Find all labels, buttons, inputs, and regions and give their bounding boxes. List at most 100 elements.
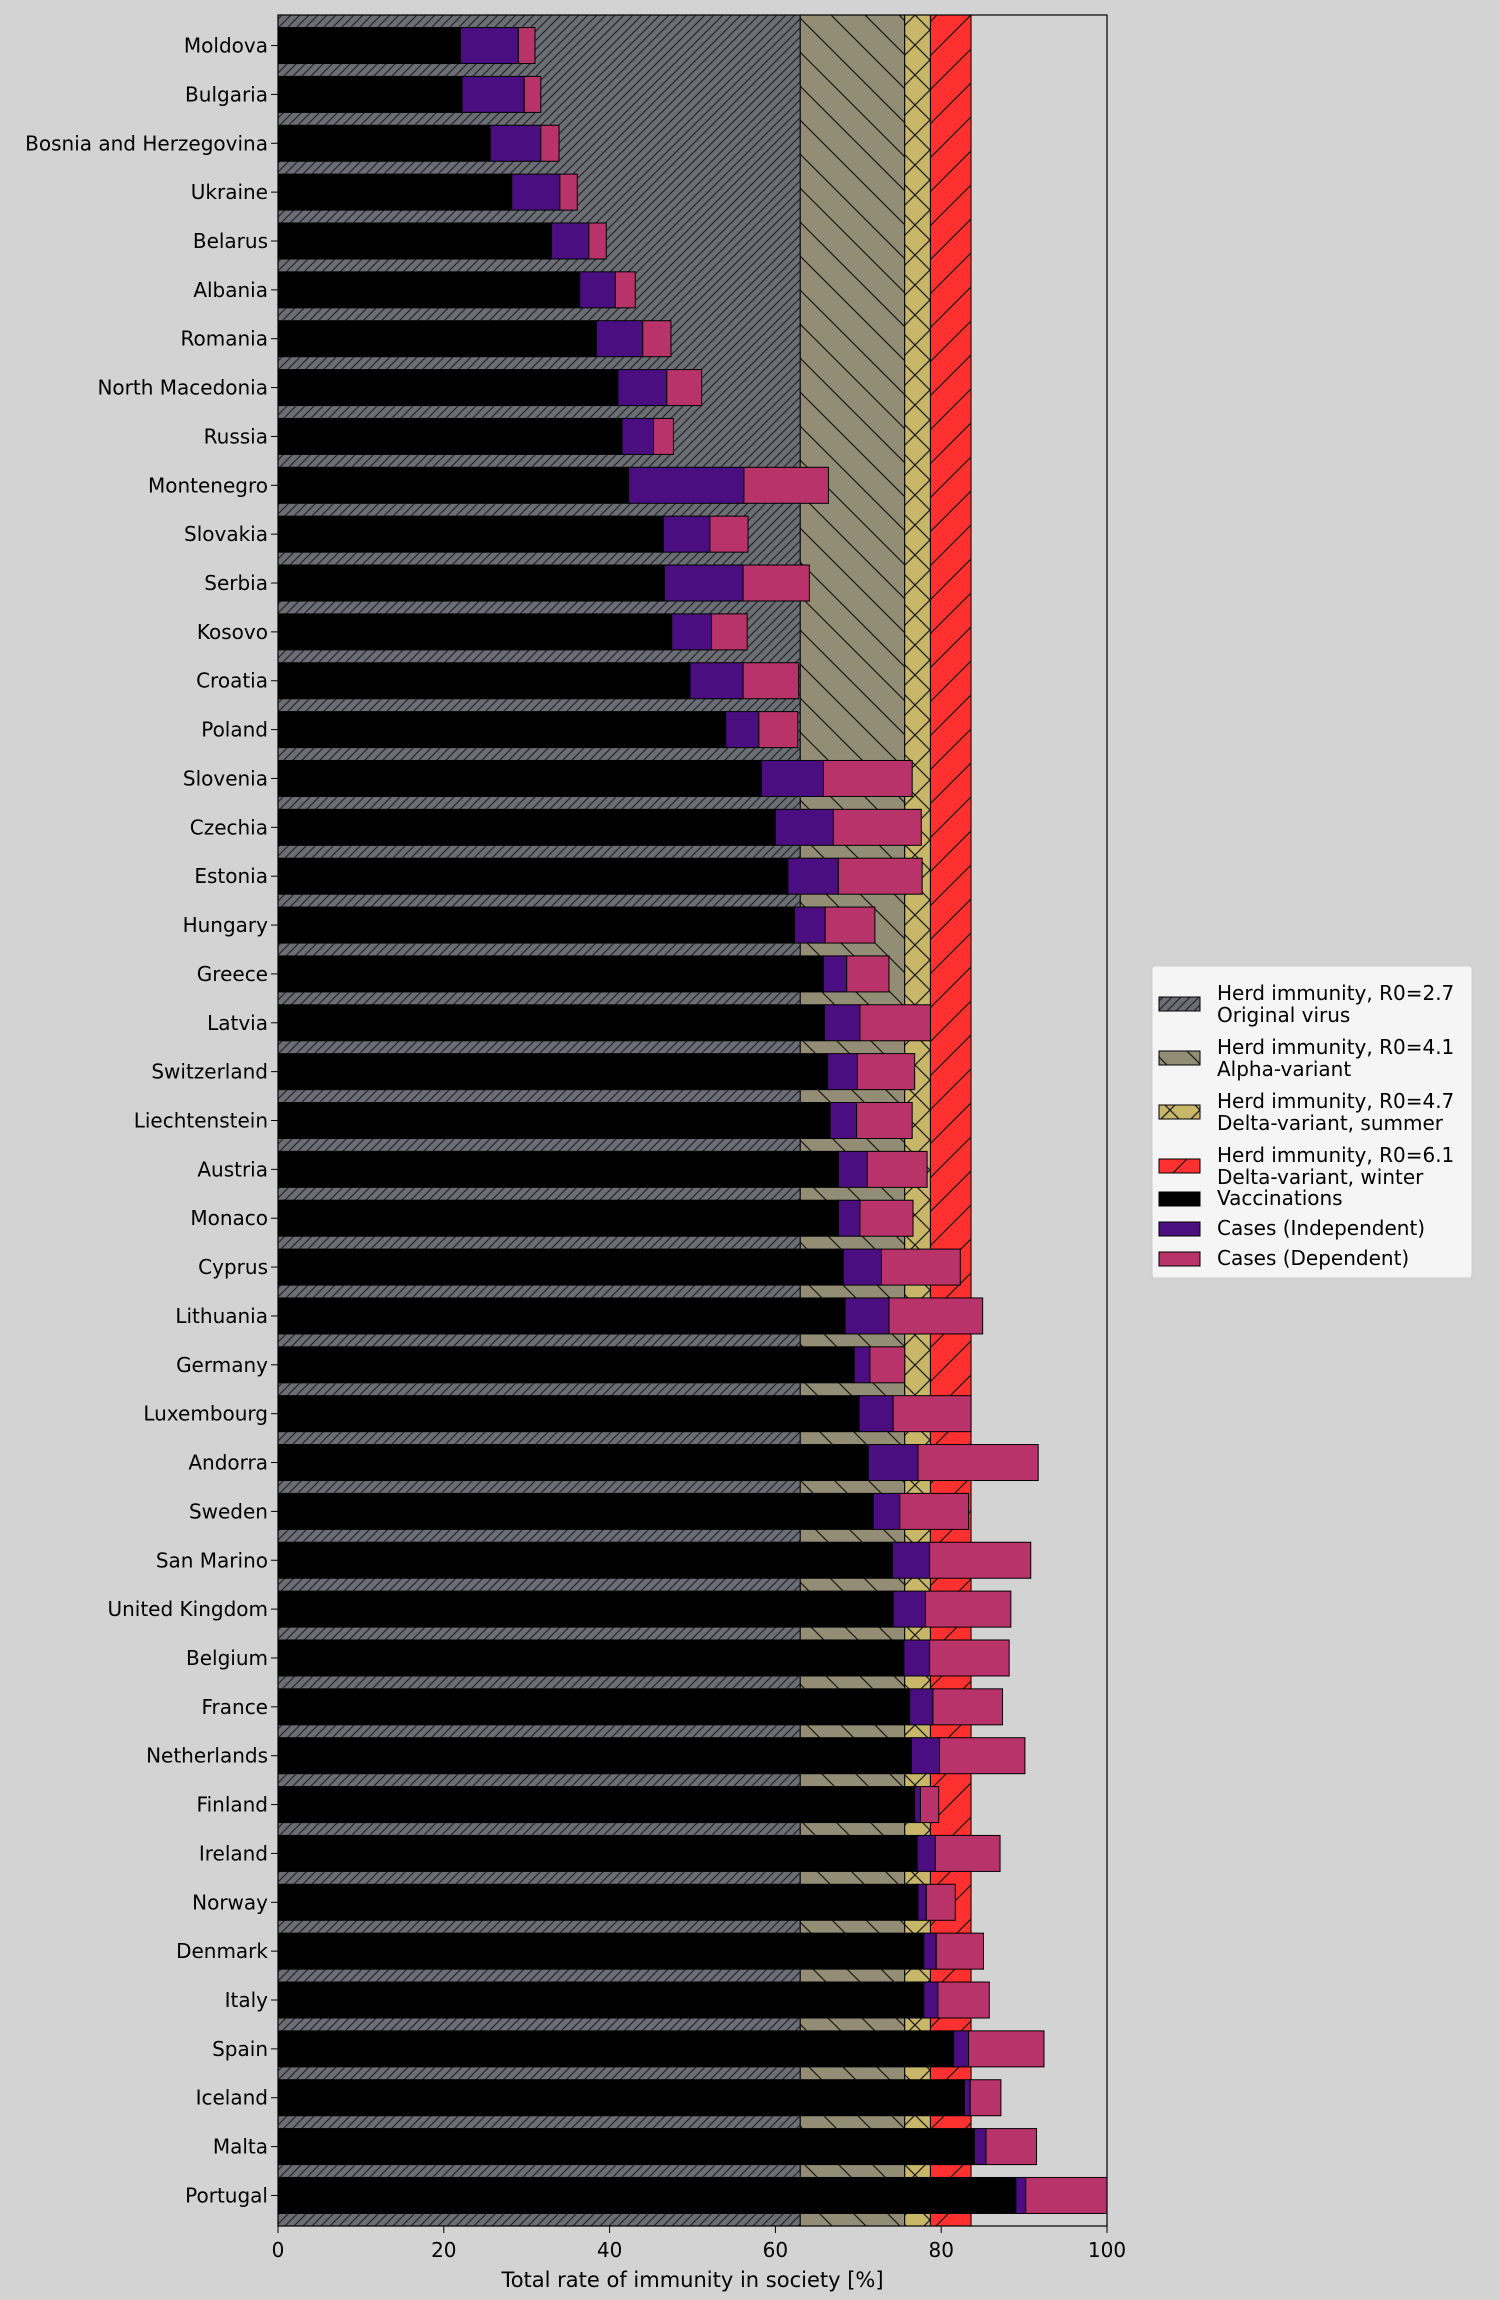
bar-segment bbox=[511, 173, 561, 211]
bar-segment bbox=[963, 2079, 971, 2117]
bar-segment bbox=[903, 1639, 931, 1677]
y-tick-label: Slovakia bbox=[184, 522, 268, 546]
y-tick-label: Spain bbox=[212, 2037, 268, 2061]
bar-segment bbox=[662, 515, 711, 553]
bar-segment bbox=[881, 1248, 961, 1286]
bar-segment bbox=[856, 1102, 913, 1139]
bar-segment bbox=[923, 1981, 939, 2019]
y-tick-label: Belgium bbox=[186, 1646, 268, 1670]
bar-segment bbox=[277, 1248, 844, 1286]
bar-segment bbox=[551, 222, 590, 260]
y-tick-label: Norway bbox=[192, 1890, 268, 1914]
y-tick-label: Monaco bbox=[190, 1206, 268, 1230]
y-tick-label: Liechtenstein bbox=[134, 1109, 268, 1133]
bar-segment bbox=[277, 1981, 925, 2019]
bar-segment bbox=[277, 1492, 874, 1530]
bar-segment bbox=[824, 906, 876, 944]
bar-segment bbox=[867, 1444, 919, 1482]
y-tick-label: Croatia bbox=[196, 669, 268, 693]
y-tick-label: Denmark bbox=[176, 1939, 268, 1963]
bar-segment bbox=[837, 1150, 868, 1188]
y-tick-label: Russia bbox=[204, 424, 268, 448]
bar-segment bbox=[937, 1981, 990, 2019]
bar-segment bbox=[842, 1248, 883, 1286]
bar-segment bbox=[709, 515, 749, 553]
y-tick-label: Moldova bbox=[184, 34, 268, 58]
bar-segment bbox=[277, 1395, 860, 1433]
bar-segment bbox=[891, 1541, 931, 1579]
bar-segment bbox=[277, 27, 461, 65]
y-tick-label: Kosovo bbox=[197, 620, 268, 644]
bar-segment bbox=[277, 75, 463, 113]
bar-segment bbox=[929, 1639, 1010, 1677]
bar-segment bbox=[774, 808, 834, 846]
bar-segment bbox=[925, 1883, 956, 1921]
bar-segment bbox=[277, 271, 581, 309]
bar-segment bbox=[932, 1688, 1004, 1726]
y-tick-label: Estonia bbox=[194, 864, 268, 888]
bar-segment bbox=[822, 759, 913, 797]
bar-segment bbox=[910, 1737, 941, 1775]
bar-segment bbox=[929, 1541, 1032, 1579]
bar-segment bbox=[461, 75, 525, 113]
legend-label: Cases (Dependent) bbox=[1217, 1246, 1409, 1270]
y-tick-label: North Macedonia bbox=[97, 376, 268, 400]
bar-segment bbox=[892, 1590, 926, 1628]
x-tick-label: 40 bbox=[597, 2238, 622, 2262]
bar-segment bbox=[859, 1004, 931, 1042]
legend-box bbox=[1151, 965, 1473, 1279]
bar-segment bbox=[277, 1346, 855, 1384]
y-tick-label: Romania bbox=[181, 327, 268, 351]
y-tick-label: Italy bbox=[225, 1988, 269, 2012]
x-tick-label: 60 bbox=[763, 2238, 788, 2262]
bar-segment bbox=[829, 1102, 858, 1139]
bar-segment bbox=[758, 711, 799, 749]
y-tick-label: Slovenia bbox=[183, 766, 268, 790]
y-axis-ticks: Moldova Bulgaria Bosnia and Herzegovina Ukr… bbox=[25, 34, 278, 2207]
bar-segment bbox=[277, 1590, 894, 1628]
bar-segment bbox=[277, 613, 673, 651]
bar-segment bbox=[1015, 2176, 1027, 2214]
bar-segment bbox=[969, 2079, 1002, 2117]
bar-segment bbox=[277, 564, 665, 602]
bar-segment bbox=[787, 857, 839, 895]
bar-segment bbox=[671, 613, 713, 651]
bar-segment bbox=[859, 1199, 914, 1237]
y-tick-label: San Marino bbox=[156, 1548, 268, 1572]
bar-segment bbox=[711, 613, 748, 651]
legend-swatch bbox=[1158, 996, 1201, 1012]
y-tick-label: United Kingdom bbox=[107, 1597, 268, 1621]
bar-segment bbox=[277, 1688, 911, 1726]
legend-swatch bbox=[1158, 1191, 1201, 1207]
bar-segment bbox=[277, 1053, 829, 1091]
bar-segment bbox=[277, 1297, 846, 1335]
bar-segment bbox=[277, 662, 691, 700]
bar-segment bbox=[939, 1737, 1026, 1775]
bar-segment bbox=[666, 369, 703, 407]
y-tick-label: Switzerland bbox=[151, 1060, 268, 1084]
bar-segment bbox=[588, 222, 607, 260]
bar-segment bbox=[892, 1395, 972, 1433]
bar-segment bbox=[277, 1199, 839, 1237]
bar-segment bbox=[277, 2176, 1017, 2214]
bar-segment bbox=[793, 906, 826, 944]
legend-sublabel: Delta-variant, summer bbox=[1217, 1111, 1444, 1135]
bar-segment bbox=[559, 173, 578, 211]
bar-segment bbox=[614, 271, 636, 309]
bar-segment bbox=[277, 1639, 905, 1677]
bar-segment bbox=[277, 1150, 839, 1188]
bar-segment bbox=[917, 1444, 1039, 1482]
stacked-bars bbox=[277, 27, 1108, 2214]
legend-label: Herd immunity, R0=2.7 bbox=[1217, 981, 1454, 1005]
bar-segment bbox=[909, 1688, 934, 1726]
bar-segment bbox=[663, 564, 744, 602]
bar-segment bbox=[689, 662, 744, 700]
bar-segment bbox=[277, 808, 776, 846]
y-tick-label: Bulgaria bbox=[185, 82, 268, 106]
y-tick-label: Belarus bbox=[193, 229, 268, 253]
legend-swatch bbox=[1158, 1050, 1201, 1066]
y-tick-label: Ukraine bbox=[191, 180, 268, 204]
legend-label: Herd immunity, R0=4.1 bbox=[1217, 1035, 1454, 1059]
y-tick-label: Luxembourg bbox=[143, 1402, 268, 1426]
